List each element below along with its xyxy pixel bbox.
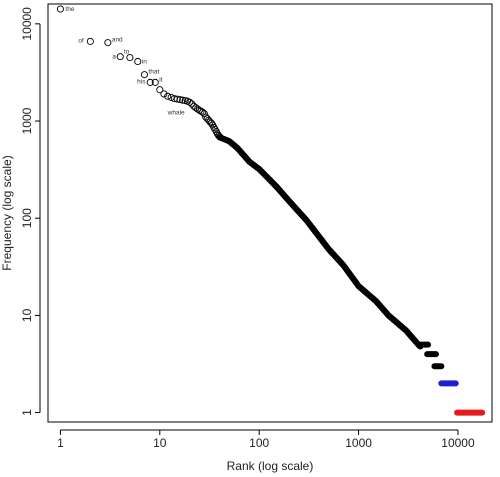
open-point bbox=[104, 39, 112, 47]
open-point bbox=[156, 86, 164, 94]
word-label: it bbox=[159, 76, 162, 83]
word-label: his bbox=[137, 78, 146, 85]
word-label: the bbox=[65, 6, 74, 13]
open-point bbox=[194, 105, 202, 113]
open-point bbox=[134, 57, 142, 66]
open-point bbox=[179, 96, 187, 104]
open-point bbox=[140, 71, 148, 79]
open-point bbox=[146, 78, 154, 86]
plot-frame bbox=[47, 3, 493, 423]
word-label: of bbox=[78, 37, 84, 44]
open-point bbox=[56, 5, 64, 13]
y-axis-title: Frequency (log scale) bbox=[0, 155, 14, 270]
open-point bbox=[86, 37, 94, 45]
y-tick-label: 10000 bbox=[20, 7, 34, 41]
x-tick-label: 1000 bbox=[345, 436, 372, 450]
word-label: in bbox=[142, 58, 147, 65]
word-label: and bbox=[112, 37, 123, 44]
y-tick-label: 1 bbox=[20, 409, 34, 416]
open-point bbox=[176, 96, 184, 104]
open-point bbox=[173, 95, 181, 103]
word-label: a bbox=[112, 54, 116, 61]
open-point bbox=[188, 100, 196, 108]
x-tick-label: 10 bbox=[153, 436, 167, 450]
x-tick-label: 100 bbox=[249, 436, 269, 450]
y-tick-label: 10 bbox=[20, 308, 34, 322]
axes: 1 10 100 1000 10000 1 10 100 1000 10000 bbox=[20, 3, 493, 450]
open-point bbox=[164, 92, 172, 100]
open-point bbox=[151, 78, 159, 86]
y-tick-label: 1000 bbox=[20, 107, 34, 134]
open-point bbox=[116, 53, 124, 61]
word-label: that bbox=[148, 69, 159, 76]
y-tick-label: 100 bbox=[20, 208, 34, 228]
word-label: whale bbox=[167, 109, 185, 116]
x-axis-title: Rank (log scale) bbox=[227, 459, 314, 473]
word-label: to bbox=[124, 49, 130, 56]
open-point bbox=[126, 53, 134, 62]
open-point bbox=[160, 90, 168, 98]
open-point bbox=[192, 104, 200, 112]
x-tick-label: 10000 bbox=[441, 436, 475, 450]
open-point bbox=[210, 123, 218, 131]
open-point bbox=[186, 98, 194, 106]
x-tick-label: 1 bbox=[57, 436, 64, 450]
